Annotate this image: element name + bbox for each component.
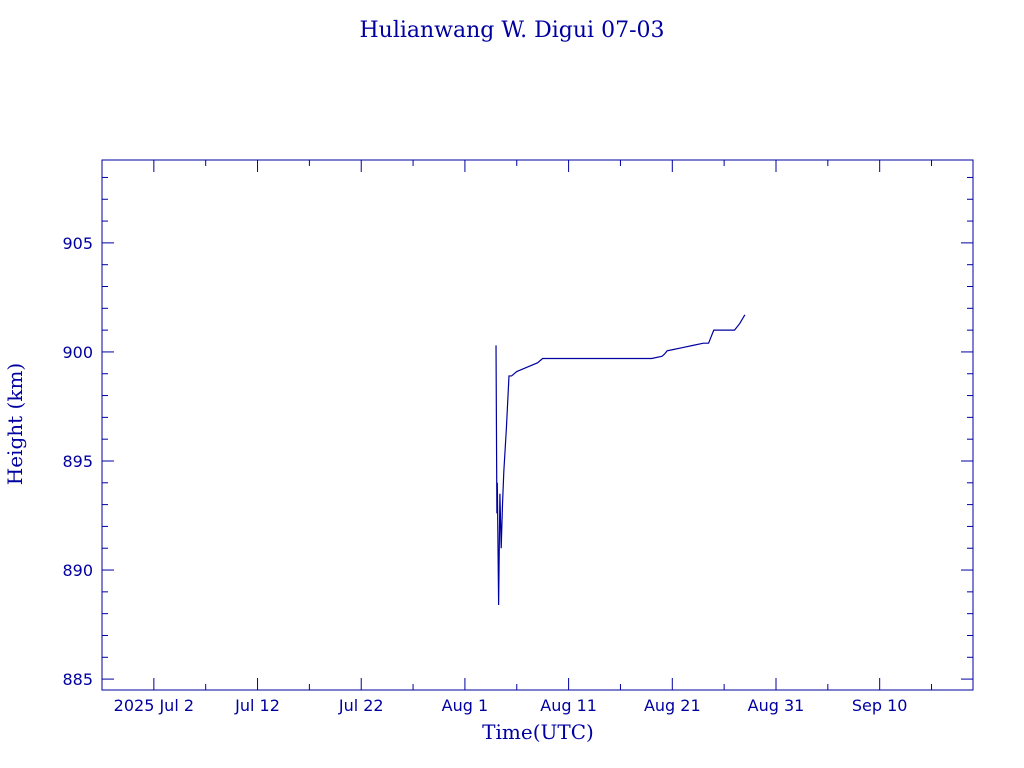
series-group xyxy=(495,314,746,605)
y-tick-label: 885 xyxy=(62,670,93,689)
plot-frame xyxy=(101,159,974,691)
x-tick-label: Jul 22 xyxy=(338,696,384,715)
x-axis-label: Time(UTC) xyxy=(482,720,594,744)
x-tick-label: Aug 31 xyxy=(748,696,805,715)
y-tick-label: 890 xyxy=(62,561,93,580)
series-line xyxy=(495,314,746,605)
x-tick-label: Jul 12 xyxy=(234,696,280,715)
x-tick-label: Aug 1 xyxy=(442,696,489,715)
axis-tick-labels: 2025 Jul 2 Jul 12 Jul 22 Aug 1 Aug 11 Aug 21 A… xyxy=(62,234,907,715)
x-tick-label: Aug 21 xyxy=(644,696,701,715)
chart-title: Hulianwang W. Digui 07-03 xyxy=(359,18,664,43)
y-tick-label: 905 xyxy=(62,234,93,253)
y-tick-label: 895 xyxy=(62,452,93,471)
axis-ticks xyxy=(101,160,973,690)
x-tick-label: Aug 11 xyxy=(540,696,597,715)
y-axis-label: Height (km) xyxy=(3,363,27,485)
y-tick-label: 900 xyxy=(62,343,93,362)
x-tick-label: 2025 Jul 2 xyxy=(114,696,194,715)
x-tick-label: Sep 10 xyxy=(852,696,908,715)
